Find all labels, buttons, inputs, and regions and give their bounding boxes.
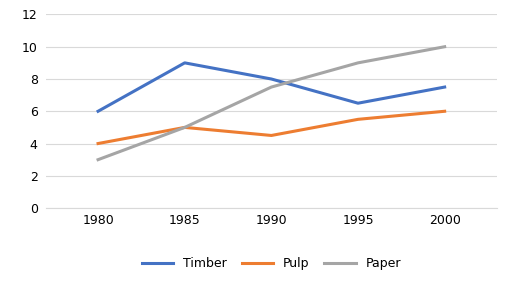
Timber xyxy=(268,77,274,81)
Line: Timber: Timber xyxy=(98,63,444,111)
Paper xyxy=(268,85,274,89)
Pulp xyxy=(268,134,274,137)
Timber xyxy=(182,61,188,65)
Legend: Timber, Pulp, Paper: Timber, Pulp, Paper xyxy=(137,252,406,275)
Pulp xyxy=(441,110,447,113)
Paper xyxy=(355,61,361,65)
Paper xyxy=(95,158,101,161)
Timber xyxy=(95,110,101,113)
Line: Pulp: Pulp xyxy=(98,111,444,144)
Paper xyxy=(441,45,447,49)
Pulp xyxy=(95,142,101,145)
Pulp xyxy=(355,118,361,121)
Line: Paper: Paper xyxy=(98,47,444,160)
Timber xyxy=(355,101,361,105)
Timber xyxy=(441,85,447,89)
Pulp xyxy=(182,126,188,129)
Paper xyxy=(182,126,188,129)
